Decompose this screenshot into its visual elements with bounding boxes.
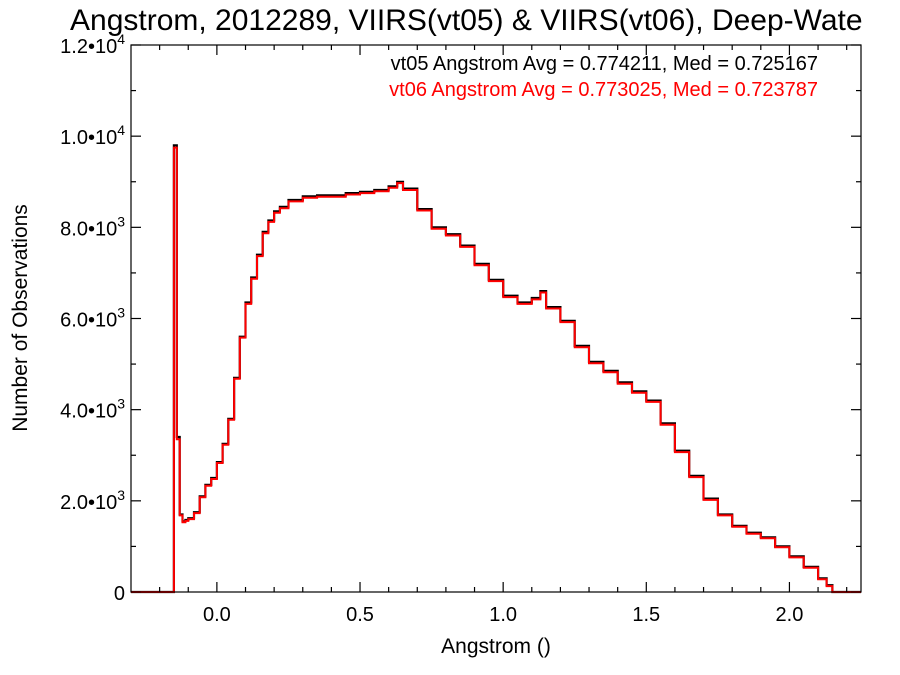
y-tick-label: 0 [114,583,125,605]
x-tick-label: 1.5 [632,604,660,626]
x-tick-label: 1.0 [489,604,517,626]
y-tick-label: 8.0•103 [60,213,125,240]
annotation-vt05: vt05 Angstrom Avg = 0.774211, Med = 0.72… [391,53,818,75]
y-tick-label: 1.2•104 [60,31,125,58]
chart-title: Angstrom, 2012289, VIIRS(vt05) & VIIRS(v… [70,4,863,37]
series-layer [131,144,861,594]
y-tick-label: 1.0•104 [60,122,125,149]
annotation-vt06: vt06 Angstrom Avg = 0.773025, Med = 0.72… [389,79,818,101]
x-tick-label: 0.5 [346,604,374,626]
x-axis-label: Angstrom () [441,635,551,658]
series-line-vt06 [131,146,861,593]
ticks-layer: 0.0 0.5 1.0 1.5 2.0 0 2.0•103 4.0•103 6.0•103 8.0… [60,31,861,626]
y-tick-label: 6.0•103 [60,305,125,332]
x-tick-label: 2.0 [776,604,804,626]
y-axis-label: Number of Observations [9,204,32,432]
y-tick-label: 2.0•103 [60,487,125,514]
y-tick-label: 4.0•103 [60,396,125,423]
x-tick-label: 0.0 [203,604,231,626]
